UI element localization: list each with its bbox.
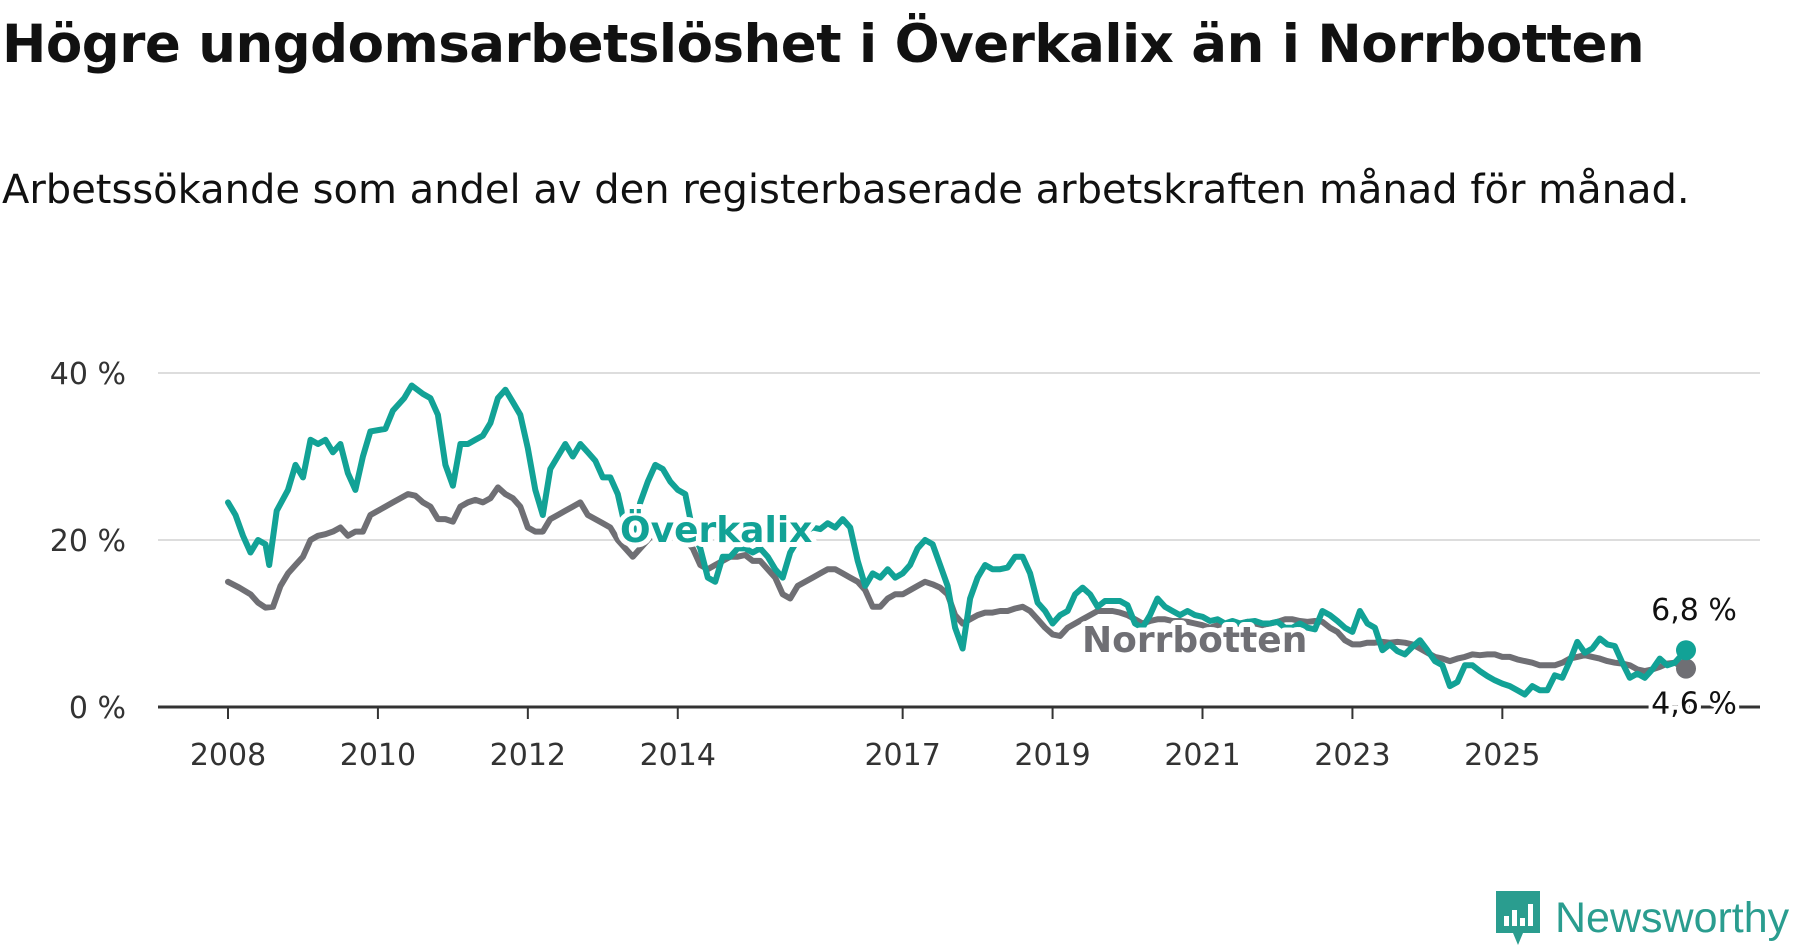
- series-end-point-0: [1676, 640, 1696, 661]
- y-tick-label: 0 %: [69, 691, 126, 726]
- series-labels: Överkalix Norrbotten 6,8 % 4,6 %: [615, 504, 1741, 726]
- brand-name: Newsworthy: [1555, 893, 1790, 942]
- x-tick-label: 2010: [340, 738, 416, 773]
- series-line-1: [225, 484, 1689, 675]
- series-label-norrbotten: Norrbotten: [1082, 620, 1307, 661]
- end-label-norrbotten: 4,6 %: [1651, 687, 1737, 722]
- y-axis-ticks: 0 % 20 % 40 %: [50, 357, 126, 726]
- series-end-point-1: [1676, 658, 1696, 679]
- y-tick-label: 40 %: [50, 357, 126, 392]
- x-tick-label: 2023: [1314, 738, 1390, 773]
- line-chart: 0 % 20 % 40 % 2008 2010 2012 2014 2017 2019 2021…: [50, 357, 1760, 773]
- x-tick-label: 2017: [864, 738, 940, 773]
- brand-logo[interactable]: Newsworthy: [1493, 888, 1789, 948]
- end-label-overkalix: 6,8 %: [1651, 593, 1737, 628]
- newsworthy-logo-icon: [1496, 891, 1540, 945]
- series-label-overkalix: Överkalix: [620, 509, 812, 551]
- x-tick-label: 2021: [1164, 738, 1240, 773]
- chart-subtitle: Arbetssökande som andel av den registerb…: [2, 167, 1690, 213]
- chart-title: Högre ungdomsarbetslöshet i Överkalix än…: [2, 14, 1645, 75]
- x-tick-label: 2008: [190, 738, 266, 773]
- series-lines: [225, 382, 1696, 698]
- x-tick-label: 2014: [640, 738, 716, 773]
- x-tick-label: 2019: [1014, 738, 1090, 773]
- y-tick-label: 20 %: [50, 524, 126, 559]
- x-tick-label: 2025: [1464, 738, 1540, 773]
- x-tick-label: 2012: [490, 738, 566, 773]
- series-line-0: [225, 382, 1689, 698]
- gridlines: [158, 372, 1760, 709]
- x-axis-ticks: 2008 2010 2012 2014 2017 2019 2021 2023 2025: [190, 707, 1541, 773]
